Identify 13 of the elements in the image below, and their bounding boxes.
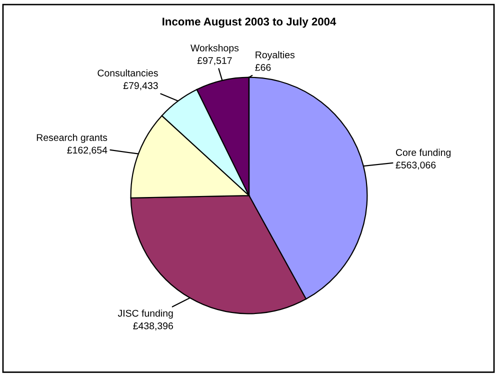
data-label: £66 bbox=[255, 64, 271, 71]
chart-title: Income August 2003 to July 2004 bbox=[162, 17, 336, 28]
slice-label: JISC funding bbox=[118, 310, 173, 319]
data-label: £563,066 bbox=[396, 162, 436, 170]
slice-label: Consultancies bbox=[98, 69, 158, 76]
data-label: £438,396 bbox=[133, 322, 173, 330]
slice-label: Royalties bbox=[256, 51, 295, 60]
slice-label: Workshops bbox=[190, 44, 239, 54]
data-label: £162,654 bbox=[67, 146, 108, 155]
data-label: £79,433 bbox=[123, 82, 158, 90]
slice-label: Core funding bbox=[396, 148, 451, 158]
data-label: £97,517 bbox=[197, 57, 232, 66]
slice-label: Research grants bbox=[36, 134, 108, 143]
